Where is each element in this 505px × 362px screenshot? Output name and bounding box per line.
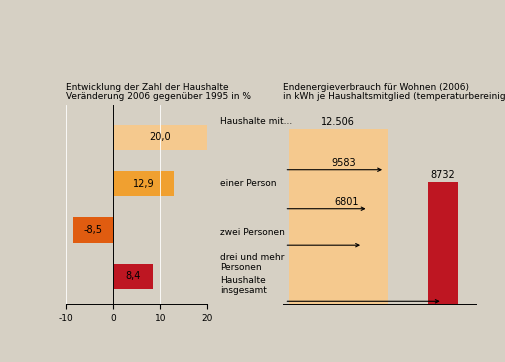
Text: Endenergieverbrauch für Wohnen (2006): Endenergieverbrauch für Wohnen (2006) xyxy=(283,83,469,92)
Text: 6801: 6801 xyxy=(334,197,358,207)
Text: Haushalte
insgesamt: Haushalte insgesamt xyxy=(220,276,267,295)
Text: in kWh je Haushaltsmitglied (temperaturbereinigt): in kWh je Haushaltsmitglied (temperaturb… xyxy=(283,92,505,101)
Text: Veränderung 2006 gegenüber 1995 in %: Veränderung 2006 gegenüber 1995 in % xyxy=(66,92,250,101)
Text: einer Person: einer Person xyxy=(220,179,276,188)
Text: 12.506: 12.506 xyxy=(321,117,355,127)
Bar xyxy=(321,209,360,304)
Text: drei und mehr
Personen: drei und mehr Personen xyxy=(220,253,284,272)
Bar xyxy=(305,170,371,304)
Text: Haushalte mit...: Haushalte mit... xyxy=(220,117,292,126)
Bar xyxy=(427,182,457,304)
Text: Entwicklung der Zahl der Haushalte: Entwicklung der Zahl der Haushalte xyxy=(66,83,228,92)
Bar xyxy=(113,264,153,289)
Text: 9583: 9583 xyxy=(331,157,356,168)
Text: 8732: 8732 xyxy=(429,169,454,180)
Text: 12,9: 12,9 xyxy=(132,179,154,189)
Text: 8,4: 8,4 xyxy=(125,271,140,281)
Bar xyxy=(113,125,207,150)
Text: -8,5: -8,5 xyxy=(83,225,102,235)
Bar xyxy=(288,129,387,304)
Text: zwei Personen: zwei Personen xyxy=(220,228,284,237)
Text: 20,0: 20,0 xyxy=(149,132,171,142)
Bar xyxy=(113,171,174,197)
Bar xyxy=(73,217,113,243)
